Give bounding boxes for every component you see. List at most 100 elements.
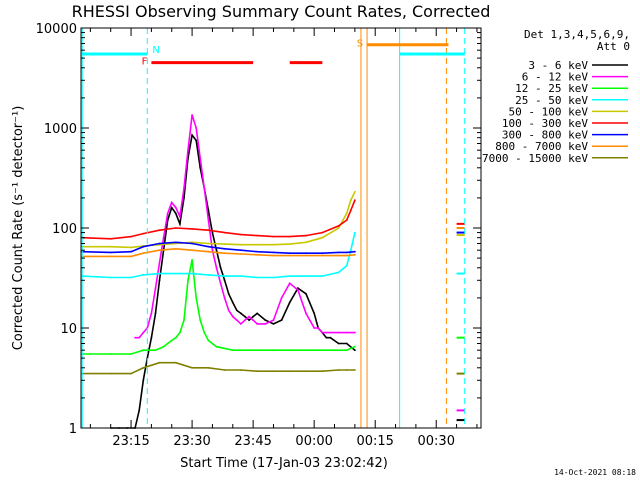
data-point-25-50-kev bbox=[288, 275, 291, 277]
data-point-3-6-kev bbox=[288, 301, 291, 304]
data-point-3-6-kev bbox=[142, 379, 145, 382]
data-point-12-25-kev bbox=[183, 319, 185, 321]
data-point-100-300-kev bbox=[288, 235, 291, 238]
legend-label-300-800-kev: 300 - 800 keV bbox=[502, 129, 588, 142]
data-point-6-12-kev bbox=[329, 331, 332, 334]
data-point-25-50-kev bbox=[345, 264, 348, 267]
series-line-3-6-kev bbox=[110, 133, 356, 429]
data-point-300-800-kev bbox=[207, 245, 210, 248]
data-point-25-50-kev bbox=[354, 231, 356, 234]
data-point-3-6-kev bbox=[154, 312, 157, 315]
legend-label-50-100-kev: 50 - 100 keV bbox=[509, 105, 589, 118]
y-tick-label: 10 bbox=[60, 322, 77, 337]
data-point-50-100-kev bbox=[288, 243, 291, 246]
generated-timestamp: 14-Oct-2021 08:18 bbox=[554, 468, 636, 477]
data-point-12-25-kev bbox=[162, 345, 165, 348]
data-point-6-12-kev bbox=[166, 212, 169, 215]
data-point-6-12-kev bbox=[264, 323, 267, 325]
data-point-100-300-kev bbox=[223, 231, 226, 234]
data-point-100-300-kev bbox=[207, 229, 210, 232]
data-point-100-300-kev bbox=[191, 228, 194, 230]
data-point-3-6-kev bbox=[223, 279, 226, 282]
data-point-50-100-kev bbox=[130, 246, 133, 249]
data-point-800-7000-kev bbox=[337, 254, 340, 257]
data-point-6-12-kev bbox=[272, 319, 275, 321]
data-point-6-12-kev bbox=[211, 249, 214, 252]
data-point-100-300-kev bbox=[142, 232, 145, 235]
data-point-800-7000-kev bbox=[223, 252, 226, 255]
series-line-800-7000-kev bbox=[82, 247, 355, 258]
data-point-300-800-kev bbox=[130, 250, 133, 253]
legend-label-100-300-kev: 100 - 300 keV bbox=[502, 117, 588, 130]
data-point-6-12-kev bbox=[256, 323, 259, 325]
series-line-6-12-kev bbox=[135, 114, 355, 339]
data-point-6-12-kev bbox=[215, 266, 218, 269]
data-point-12-25-kev bbox=[207, 339, 210, 342]
data-point-300-800-kev bbox=[345, 251, 348, 254]
data-point-800-7000-kev bbox=[142, 252, 145, 255]
series-line-300-800-kev bbox=[82, 241, 355, 254]
flag-label-n: N bbox=[152, 45, 159, 56]
data-point-6-12-kev bbox=[325, 331, 328, 334]
data-point-25-50-kev bbox=[191, 272, 194, 275]
data-point-6-12-kev bbox=[154, 287, 157, 290]
data-point-25-50-kev bbox=[240, 275, 242, 277]
data-point-300-800-kev bbox=[321, 252, 324, 255]
data-point-7000-15000-kev bbox=[337, 369, 340, 371]
y-tick-label: 10000 bbox=[36, 22, 77, 37]
data-point-3-6-kev bbox=[195, 139, 198, 142]
y-tick-label: 1 bbox=[69, 422, 77, 437]
data-point-25-50-kev bbox=[109, 276, 112, 279]
legend-label-25-50-kev: 25 - 50 keV bbox=[515, 94, 588, 107]
data-point-3-6-kev bbox=[248, 319, 251, 321]
data-point-6-12-kev bbox=[231, 315, 234, 318]
data-point-3-6-kev bbox=[354, 349, 356, 352]
data-point-7000-15000-kev bbox=[158, 361, 161, 364]
data-point-25-50-kev bbox=[207, 274, 210, 276]
data-point-800-7000-kev bbox=[256, 253, 259, 256]
data-point-100-300-kev bbox=[109, 237, 112, 240]
data-point-6-12-kev bbox=[321, 331, 324, 334]
data-point-7000-15000-kev bbox=[223, 369, 226, 371]
data-point-100-300-kev bbox=[345, 219, 348, 222]
flag-label-f: F bbox=[142, 57, 148, 68]
data-point-100-300-kev bbox=[354, 199, 356, 202]
data-point-100-300-kev bbox=[337, 225, 340, 227]
data-point-3-6-kev bbox=[219, 266, 222, 269]
data-point-800-7000-kev bbox=[191, 249, 194, 252]
data-point-3-6-kev bbox=[191, 134, 194, 137]
data-point-12-25-kev bbox=[187, 279, 189, 282]
chart-title: RHESSI Observing Summary Count Rates, Co… bbox=[72, 2, 491, 21]
data-point-3-6-kev bbox=[313, 312, 316, 315]
data-point-12-25-kev bbox=[199, 319, 202, 321]
data-point-300-800-kev bbox=[174, 241, 177, 244]
data-point-12-25-kev bbox=[170, 339, 173, 342]
data-point-12-25-kev bbox=[154, 349, 157, 352]
data-point-50-100-kev bbox=[354, 190, 356, 193]
data-point-800-7000-kev bbox=[158, 249, 161, 252]
data-point-6-12-kev bbox=[248, 315, 251, 318]
x-tick-label: 00:30 bbox=[418, 434, 455, 449]
data-point-50-100-kev bbox=[345, 212, 348, 215]
data-point-50-100-kev bbox=[349, 199, 352, 202]
data-point-6-12-kev bbox=[297, 289, 299, 291]
data-point-300-800-kev bbox=[337, 251, 340, 254]
data-point-25-50-kev bbox=[174, 272, 177, 275]
series-line-12-25-kev bbox=[82, 259, 356, 355]
data-point-50-100-kev bbox=[240, 243, 242, 246]
x-tick-label: 23:15 bbox=[112, 434, 149, 449]
data-point-3-6-kev bbox=[183, 197, 185, 199]
data-point-800-7000-kev bbox=[130, 255, 133, 258]
data-point-3-6-kev bbox=[264, 319, 267, 321]
data-point-100-300-kev bbox=[130, 235, 133, 238]
data-point-3-6-kev bbox=[227, 292, 230, 295]
data-point-3-6-kev bbox=[235, 309, 238, 312]
data-point-3-6-kev bbox=[211, 231, 214, 234]
data-point-6-12-kev bbox=[183, 187, 185, 190]
data-point-25-50-kev bbox=[349, 249, 352, 252]
series-line-100-300-kev bbox=[82, 199, 356, 240]
x-axis-label: Start Time (17-Jan-03 23:02:42) bbox=[180, 456, 388, 471]
data-point-100-300-kev bbox=[321, 231, 324, 234]
